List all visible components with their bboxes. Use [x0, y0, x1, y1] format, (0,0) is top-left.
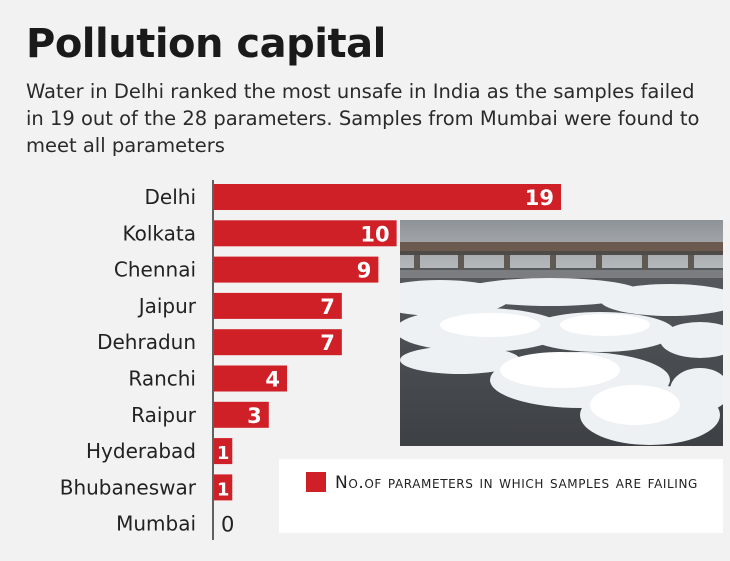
bar — [214, 256, 379, 283]
data-label: 9 — [357, 259, 372, 283]
bar — [214, 220, 397, 247]
foam-river-illustration — [400, 220, 723, 446]
legend-swatch — [306, 472, 326, 492]
data-label: 7 — [320, 331, 335, 355]
data-label: 1 — [217, 479, 230, 500]
category-label: Mumbai — [116, 512, 196, 536]
category-label: Jaipur — [137, 294, 197, 318]
chart-title: Pollution capital — [26, 21, 386, 67]
data-label: 10 — [360, 222, 389, 246]
bar — [214, 401, 269, 428]
legend: No.of parameters in which samples are fa… — [279, 459, 723, 533]
foam-river-photo — [400, 220, 723, 446]
category-label: Hyderabad — [86, 439, 196, 463]
data-label: 7 — [320, 295, 335, 319]
data-label: 0 — [221, 513, 234, 537]
category-label: Dehradun — [97, 330, 196, 354]
data-label: 19 — [525, 186, 554, 210]
bar — [214, 365, 288, 392]
category-label: Kolkata — [123, 221, 197, 245]
chart-subtitle: Water in Delhi ranked the most unsafe in… — [26, 80, 700, 157]
data-label: 1 — [217, 443, 230, 464]
category-label: Chennai — [114, 258, 196, 282]
category-label: Delhi — [145, 185, 197, 209]
data-label: 4 — [265, 368, 280, 392]
category-label: Bhubaneswar — [60, 475, 197, 499]
bar — [214, 329, 342, 356]
legend-label: No.of parameters in which samples are fa… — [335, 473, 698, 493]
category-label: Ranchi — [128, 367, 196, 391]
bar — [214, 474, 233, 501]
bar — [214, 292, 342, 319]
data-label: 3 — [247, 404, 262, 428]
category-label: Raipur — [131, 403, 197, 427]
bar — [214, 184, 561, 210]
bar — [214, 438, 233, 465]
